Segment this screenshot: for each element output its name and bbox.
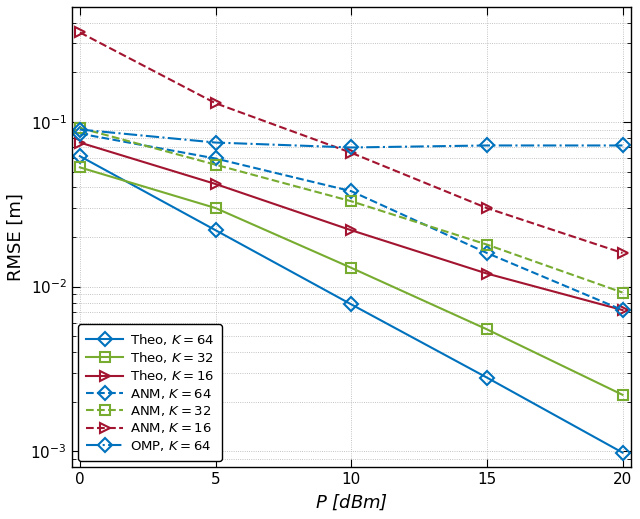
Theo, $K = 64$: [212, 227, 220, 234]
ANM, $K = 32$: [76, 125, 84, 131]
Line: Theo, $K = 16$: Theo, $K = 16$: [75, 138, 627, 315]
Theo, $K = 32$: [212, 205, 220, 211]
OMP, $K = 64$: [76, 127, 84, 133]
OMP, $K = 64$: [483, 142, 491, 148]
Theo, $K = 16$: [212, 181, 220, 187]
ANM, $K = 64$: [619, 307, 627, 313]
ANM, $K = 64$: [212, 155, 220, 161]
ANM, $K = 16$: [348, 149, 355, 156]
Line: ANM, $K = 32$: ANM, $K = 32$: [75, 123, 627, 297]
ANM, $K = 32$: [348, 198, 355, 204]
Line: Theo, $K = 32$: Theo, $K = 32$: [75, 162, 627, 400]
Theo, $K = 16$: [619, 307, 627, 313]
Line: ANM, $K = 64$: ANM, $K = 64$: [75, 129, 627, 315]
Theo, $K = 16$: [483, 270, 491, 277]
ANM, $K = 32$: [619, 290, 627, 296]
Theo, $K = 64$: [348, 301, 355, 307]
Y-axis label: RMSE [m]: RMSE [m]: [7, 193, 25, 281]
Theo, $K = 64$: [76, 153, 84, 159]
ANM, $K = 32$: [212, 161, 220, 168]
ANM, $K = 16$: [483, 205, 491, 211]
ANM, $K = 16$: [619, 250, 627, 256]
ANM, $K = 32$: [483, 241, 491, 248]
Theo, $K = 64$: [619, 449, 627, 456]
Line: Theo, $K = 64$: Theo, $K = 64$: [75, 152, 627, 457]
ANM, $K = 64$: [348, 188, 355, 194]
ANM, $K = 16$: [212, 100, 220, 106]
X-axis label: $P$ [dBm]: $P$ [dBm]: [315, 493, 388, 512]
Theo, $K = 32$: [76, 164, 84, 170]
Line: ANM, $K = 16$: ANM, $K = 16$: [75, 28, 627, 258]
Theo, $K = 32$: [483, 326, 491, 332]
ANM, $K = 64$: [483, 250, 491, 256]
Theo, $K = 64$: [483, 374, 491, 380]
Theo, $K = 16$: [348, 227, 355, 234]
OMP, $K = 64$: [619, 142, 627, 148]
ANM, $K = 16$: [76, 30, 84, 36]
Theo, $K = 32$: [348, 265, 355, 271]
ANM, $K = 64$: [76, 130, 84, 136]
Legend: Theo, $K = 64$, Theo, $K = 32$, Theo, $K = 16$, ANM, $K = 64$, ANM, $K = 32$, AN: Theo, $K = 64$, Theo, $K = 32$, Theo, $K…: [78, 324, 222, 460]
Line: OMP, $K = 64$: OMP, $K = 64$: [75, 125, 627, 153]
OMP, $K = 64$: [348, 144, 355, 151]
OMP, $K = 64$: [212, 140, 220, 146]
Theo, $K = 32$: [619, 392, 627, 398]
Theo, $K = 16$: [76, 140, 84, 146]
